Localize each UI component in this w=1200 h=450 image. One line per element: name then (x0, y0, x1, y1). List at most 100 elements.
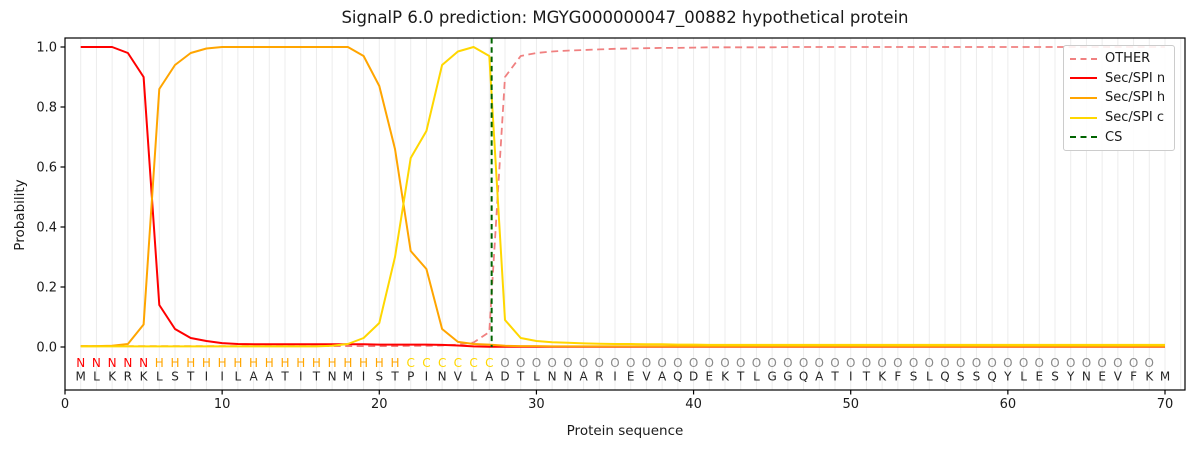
residue-class-letter: O (736, 356, 745, 370)
residue-class-letter: C (454, 356, 462, 370)
residue-class-letter: O (642, 356, 651, 370)
residue-class-letter: C (407, 356, 415, 370)
residue-class-letter: N (108, 356, 117, 370)
residue-class-letter: H (390, 356, 399, 370)
residue-letter: K (140, 370, 149, 384)
residue-letter: F (894, 370, 901, 384)
residue-class-letter: O (705, 356, 714, 370)
residue-letter: T (862, 370, 871, 384)
legend-item-sec-spi-h: Sec/SPI h (1070, 91, 1168, 104)
residue-letter: L (753, 370, 760, 384)
residue-class-letter: O (815, 356, 824, 370)
residue-letter: M (343, 370, 353, 384)
y-tick-label: 0.0 (36, 341, 57, 356)
residue-letter: S (910, 370, 918, 384)
residue-class-letter: O (547, 356, 556, 370)
residue-letter: D (500, 370, 509, 384)
residue-letter: F (1130, 370, 1137, 384)
residue-class-letter: O (563, 356, 572, 370)
residue-letter: L (93, 370, 100, 384)
residue-class-letter: O (940, 356, 949, 370)
residue-class-letter: O (595, 356, 604, 370)
residue-class-letter: H (296, 356, 305, 370)
residue-class-letter: O (846, 356, 855, 370)
residue-class-letter: O (1035, 356, 1044, 370)
legend-line-sample-cs (1070, 136, 1097, 139)
residue-class-letter: O (516, 356, 525, 370)
gridlines (80, 38, 1182, 390)
x-tick-label: 10 (214, 397, 231, 412)
y-tick-label: 1.0 (36, 41, 57, 56)
x-tick-label: 0 (61, 397, 69, 412)
residue-letter: Q (673, 370, 682, 384)
residue-class-letter: H (328, 356, 337, 370)
y-tick-label: 0.4 (36, 221, 57, 236)
residue-class-letter: C (469, 356, 477, 370)
residue-letter: T (830, 370, 839, 384)
residue-letter: L (156, 370, 163, 384)
residue-letter: T (186, 370, 195, 384)
residue-letter: V (1114, 370, 1123, 384)
residue-class-letter: O (799, 356, 808, 370)
x-tick-label: 40 (685, 397, 702, 412)
residue-class-letter: H (249, 356, 258, 370)
residue-class-letter: O (1003, 356, 1012, 370)
x-axis-label: Protein sequence (566, 423, 684, 439)
residue-letter: A (249, 370, 258, 384)
x-tick-label: 30 (528, 397, 545, 412)
residue-letter: A (265, 370, 274, 384)
series-line-sec-spi-n (80, 46, 1165, 348)
residue-class-letter: N (139, 356, 148, 370)
residue-letter: Q (940, 370, 949, 384)
residue-letter: V (454, 370, 463, 384)
x-tick-label: 60 (1000, 397, 1017, 412)
residue-letter: I (425, 370, 429, 384)
residue-letter: S (957, 370, 965, 384)
legend-label-sec-spi-c: Sec/SPI c (1105, 110, 1164, 126)
x-axis: 0 10 20 30 40 50 60 70 (61, 390, 1173, 412)
residue-letter: Q (987, 370, 996, 384)
residue-class-letter: H (359, 356, 368, 370)
residue-class-letter: O (925, 356, 934, 370)
legend-line-sample-sec-spi-c (1070, 116, 1097, 119)
residue-letter: S (973, 370, 981, 384)
legend-label-cs: CS (1105, 129, 1123, 145)
legend-line-sample-sec-spi-n (1070, 77, 1097, 80)
residue-class-letter: H (218, 356, 227, 370)
residue-letter: R (124, 370, 132, 384)
y-tick-label: 0.8 (36, 101, 57, 116)
legend-line-sample-other (1070, 57, 1097, 60)
legend: OTHER Sec/SPI n Sec/SPI h Sec/SPI c CS (1063, 45, 1175, 151)
residue-class-letter: O (532, 356, 541, 370)
legend-label-sec-spi-n: Sec/SPI n (1105, 70, 1166, 86)
residue-letter: R (595, 370, 603, 384)
residue-letter: I (220, 370, 224, 384)
x-tick-label: 70 (1157, 397, 1174, 412)
residue-letter: S (171, 370, 179, 384)
residue-letter: E (1035, 370, 1043, 384)
residue-letter: G (767, 370, 776, 384)
residue-letter: L (926, 370, 933, 384)
y-axis-label: Probability (12, 179, 28, 251)
residue-class-letter: H (280, 356, 289, 370)
residue-letter: A (658, 370, 667, 384)
residue-class-letter: H (186, 356, 195, 370)
residue-letter: A (485, 370, 494, 384)
residue-letter: T (280, 370, 289, 384)
residue-letter: N (563, 370, 572, 384)
legend-item-other: OTHER (1070, 52, 1168, 65)
residue-letter: Y (1003, 370, 1012, 384)
legend-item-cs: CS (1070, 131, 1168, 144)
residue-class-letter: O (862, 356, 871, 370)
residue-class-letter: O (626, 356, 635, 370)
residue-class-letter: H (265, 356, 274, 370)
series-line-sec-spi-h (80, 46, 1165, 348)
residue-class-letter: O (956, 356, 965, 370)
residue-class-letter: C (422, 356, 430, 370)
residue-letter: N (328, 370, 337, 384)
residue-letter: D (689, 370, 698, 384)
residue-class-letter: C (485, 356, 493, 370)
residue-class-letter: N (76, 356, 85, 370)
residue-class-letter: O (673, 356, 682, 370)
residue-letter: K (1145, 370, 1154, 384)
